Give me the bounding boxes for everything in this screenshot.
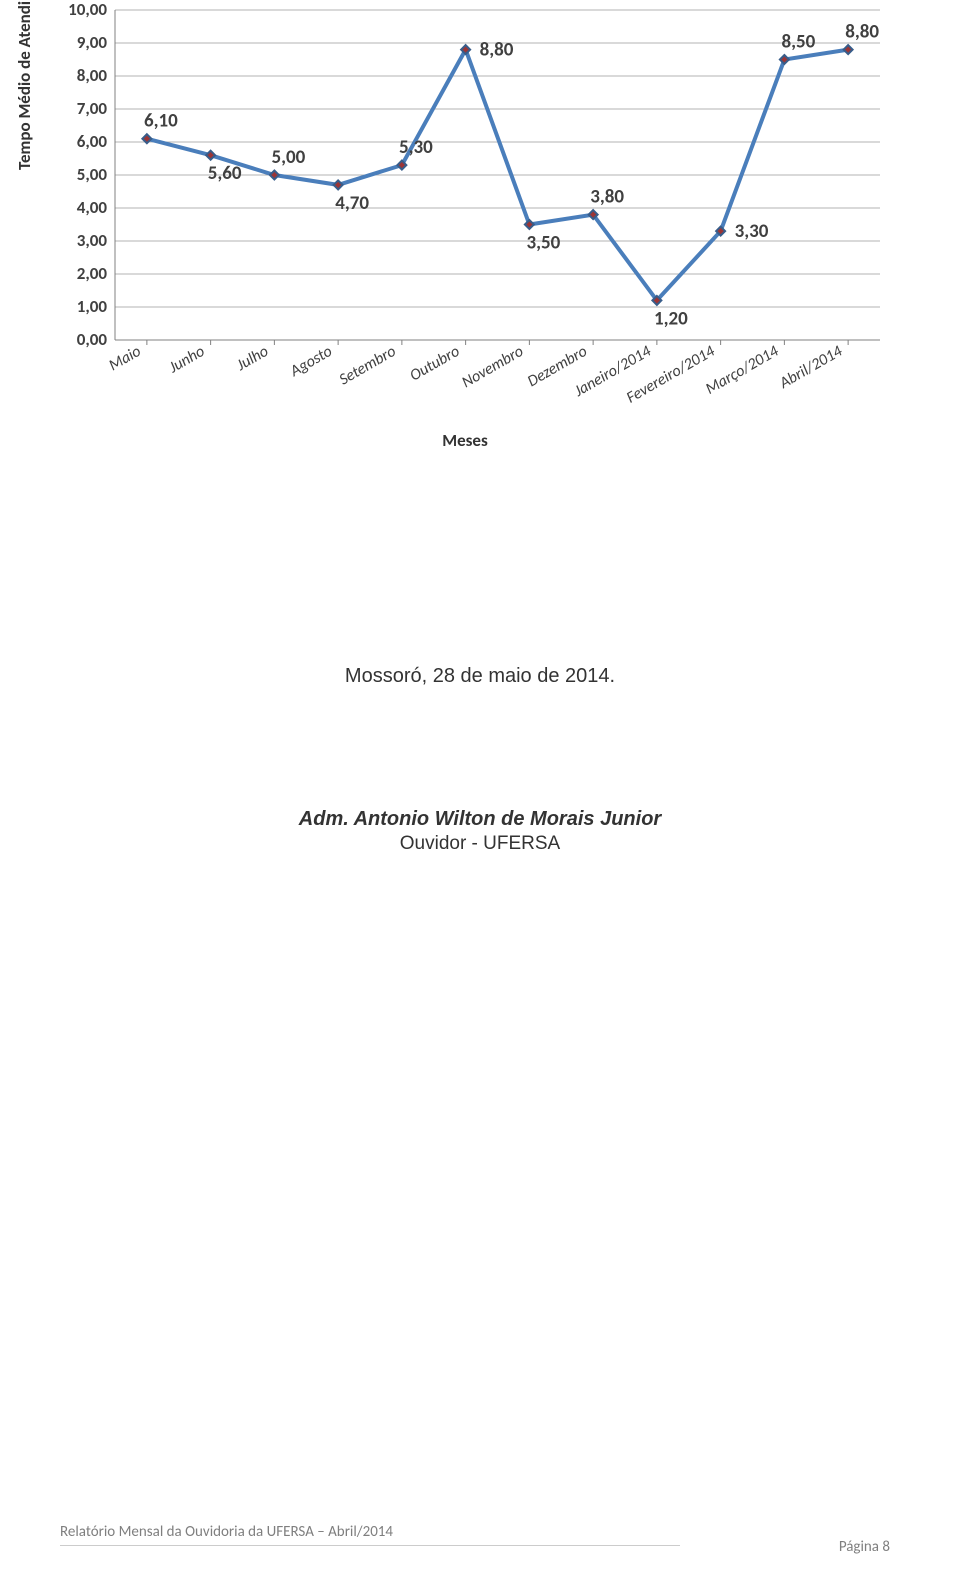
chart-container: Tempo Médio de Atendimento (dias) 0,001,… bbox=[50, 0, 880, 470]
svg-text:2,00: 2,00 bbox=[77, 263, 108, 284]
footer-text: Relatório Mensal da Ouvidoria da UFERSA … bbox=[60, 1523, 900, 1541]
svg-text:Junho: Junho bbox=[165, 342, 208, 378]
svg-text:6,00: 6,00 bbox=[77, 131, 108, 152]
svg-text:10,00: 10,00 bbox=[68, 0, 107, 20]
svg-text:Março/2014: Março/2014 bbox=[702, 341, 782, 398]
svg-text:Novembro: Novembro bbox=[459, 342, 527, 392]
svg-text:Outubro: Outubro bbox=[407, 342, 463, 386]
svg-text:8,80: 8,80 bbox=[845, 21, 879, 44]
svg-text:5,00: 5,00 bbox=[77, 164, 108, 185]
svg-text:5,30: 5,30 bbox=[399, 136, 433, 159]
svg-text:3,30: 3,30 bbox=[735, 220, 769, 243]
svg-text:Julho: Julho bbox=[233, 342, 272, 376]
svg-text:8,50: 8,50 bbox=[781, 31, 815, 54]
svg-text:Agosto: Agosto bbox=[286, 342, 335, 382]
svg-text:3,00: 3,00 bbox=[77, 230, 108, 251]
signature-block: Mossoró, 28 de maio de 2014. Adm. Antoni… bbox=[0, 665, 960, 855]
signer-name: Adm. Antonio Wilton de Morais Junior bbox=[0, 808, 960, 831]
svg-text:4,00: 4,00 bbox=[77, 197, 108, 218]
svg-text:3,80: 3,80 bbox=[590, 186, 624, 209]
svg-text:9,00: 9,00 bbox=[77, 32, 108, 53]
y-axis-label: Tempo Médio de Atendimento (dias) bbox=[14, 0, 35, 170]
location-date: Mossoró, 28 de maio de 2014. bbox=[0, 665, 960, 688]
line-chart: 0,00 1,00 2,00 3,00 4,00 5,00 6,00 7,00 8,00 9,00… bbox=[50, 0, 880, 470]
svg-text:5,60: 5,60 bbox=[208, 162, 242, 185]
footer-page: Página 8 bbox=[839, 1538, 890, 1556]
svg-text:8,00: 8,00 bbox=[77, 65, 108, 86]
footer: Relatório Mensal da Ouvidoria da UFERSA … bbox=[60, 1523, 900, 1546]
svg-text:4,70: 4,70 bbox=[335, 192, 369, 215]
footer-divider bbox=[60, 1545, 680, 1546]
svg-text:Abril/2014: Abril/2014 bbox=[776, 341, 847, 393]
svg-text:7,00: 7,00 bbox=[77, 98, 108, 119]
x-axis-title: Meses bbox=[50, 430, 880, 451]
svg-text:0,00: 0,00 bbox=[77, 329, 108, 350]
svg-text:1,20: 1,20 bbox=[654, 307, 688, 330]
svg-text:5,00: 5,00 bbox=[271, 146, 305, 169]
svg-text:1,00: 1,00 bbox=[77, 296, 108, 317]
svg-text:6,10: 6,10 bbox=[144, 110, 178, 133]
svg-text:Setembro: Setembro bbox=[336, 342, 399, 390]
svg-text:Maio: Maio bbox=[106, 342, 145, 375]
svg-text:8,80: 8,80 bbox=[480, 39, 514, 62]
svg-text:3,50: 3,50 bbox=[526, 232, 560, 255]
signer-title: Ouvidor - UFERSA bbox=[0, 833, 960, 855]
